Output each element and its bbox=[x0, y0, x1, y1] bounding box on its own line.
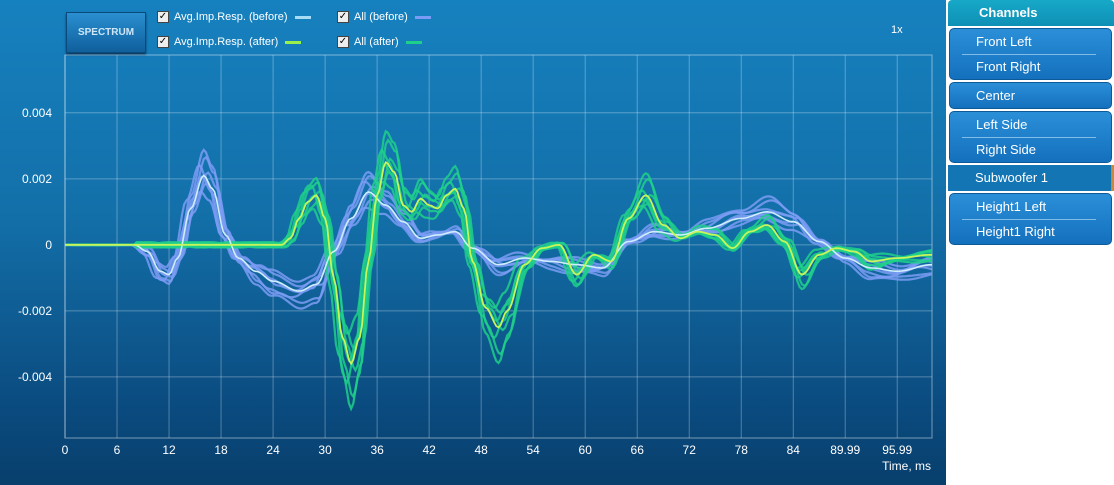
y-tick-label: -0.002 bbox=[18, 304, 52, 318]
channel-item-height1-right[interactable]: Height1 Right bbox=[950, 219, 1111, 244]
checkbox-checked-icon[interactable]: ✓ bbox=[337, 36, 349, 48]
channel-item-front-left[interactable]: Front Left bbox=[976, 34, 1032, 49]
checkbox-checked-icon[interactable]: ✓ bbox=[157, 11, 169, 23]
channel-item-selected[interactable]: Subwoofer 1 bbox=[948, 165, 1114, 191]
channel-item-front-right[interactable]: Front Right bbox=[950, 54, 1111, 79]
y-tick-label: 0.002 bbox=[22, 172, 52, 186]
x-tick-label: 89.99 bbox=[830, 443, 860, 457]
channel-item-left-side[interactable]: Left Side bbox=[976, 117, 1028, 132]
legend-label: All (after) bbox=[354, 36, 399, 48]
x-tick-label: 95.99 bbox=[882, 443, 912, 457]
checkbox-checked-icon[interactable]: ✓ bbox=[337, 11, 349, 23]
legend-swatch bbox=[294, 15, 311, 19]
legend-swatch bbox=[414, 15, 431, 19]
channel-item-right-side[interactable]: Right Side bbox=[950, 137, 1111, 162]
legend-swatch bbox=[405, 40, 422, 44]
legend-label: Avg.Imp.Resp. (after) bbox=[174, 36, 279, 48]
x-tick-label: 78 bbox=[735, 443, 749, 457]
legend-all-before[interactable]: ✓ All (before) bbox=[337, 11, 431, 23]
channel-group: Center bbox=[949, 82, 1112, 109]
y-tick-label: 0 bbox=[45, 238, 52, 252]
checkbox-checked-icon[interactable]: ✓ bbox=[157, 36, 169, 48]
channels-sidebar: Channels Front Left Front Right Center Left… bbox=[948, 0, 1114, 245]
x-tick-label: 36 bbox=[370, 443, 384, 457]
channel-item-height1-left[interactable]: Height1 Left bbox=[976, 199, 1047, 214]
channels-header: Channels bbox=[948, 0, 1114, 26]
x-tick-label: 72 bbox=[683, 443, 697, 457]
channel-item-center[interactable]: Center bbox=[976, 88, 1016, 103]
zoom-level[interactable]: 1x bbox=[891, 24, 903, 36]
plot-frame bbox=[64, 54, 933, 439]
channel-group: Left Side Right Side bbox=[949, 111, 1112, 163]
avg-after-curve bbox=[65, 160, 932, 366]
x-tick-label: 0 bbox=[62, 443, 69, 457]
y-tick-label: -0.004 bbox=[18, 370, 52, 384]
x-tick-label: 18 bbox=[214, 443, 228, 457]
impulse-response-plot: 0 6 12 18 24 30 36 42 48 54 60 66 72 78 84 89.99 95.99 0.… bbox=[18, 54, 933, 473]
legend-swatch bbox=[285, 40, 302, 44]
x-tick-label: 60 bbox=[579, 443, 593, 457]
y-tick-label: 0.004 bbox=[22, 106, 52, 120]
legend-label: All (before) bbox=[354, 11, 408, 23]
x-tick-label: 24 bbox=[266, 443, 280, 457]
x-tick-label: 54 bbox=[527, 443, 541, 457]
all-after-curve bbox=[65, 138, 933, 399]
legend-avg-before[interactable]: ✓ Avg.Imp.Resp. (before) bbox=[157, 11, 311, 23]
x-tick-label: 66 bbox=[631, 443, 645, 457]
x-tick-label: 30 bbox=[318, 443, 332, 457]
x-tick-label: 42 bbox=[422, 443, 436, 457]
x-tick-label: 6 bbox=[114, 443, 121, 457]
legend-all-after[interactable]: ✓ All (after) bbox=[337, 36, 422, 48]
avg-before-curve bbox=[65, 174, 932, 292]
all-before-curve bbox=[64, 148, 933, 310]
channel-group: Front Left Front Right bbox=[949, 28, 1112, 80]
x-tick-label: 48 bbox=[474, 443, 488, 457]
legend-avg-after[interactable]: ✓ Avg.Imp.Resp. (after) bbox=[157, 36, 302, 48]
x-tick-label: 12 bbox=[162, 443, 176, 457]
channel-group: Height1 Left Height1 Right bbox=[949, 193, 1112, 245]
x-axis-label: Time, ms bbox=[882, 459, 931, 473]
legend-label: Avg.Imp.Resp. (before) bbox=[174, 11, 288, 23]
x-tick-label: 84 bbox=[787, 443, 801, 457]
spectrum-button[interactable]: SPECTRUM bbox=[66, 12, 146, 53]
chart-panel: SPECTRUM ✓ Avg.Imp.Resp. (before) ✓ All (b… bbox=[0, 0, 946, 485]
